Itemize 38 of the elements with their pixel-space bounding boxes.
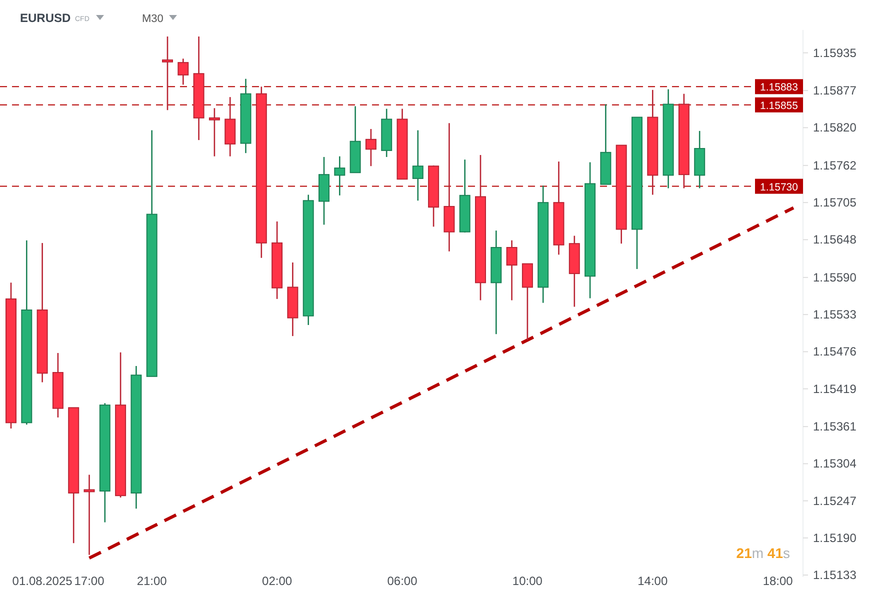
candlestick	[208, 107, 220, 157]
y-tick-label: 1.15648	[813, 232, 857, 247]
x-tick-label: 02:00	[262, 574, 292, 588]
candlestick	[334, 156, 346, 196]
y-tick-label: 1.15877	[813, 84, 857, 98]
y-tick-label: 1.15590	[813, 270, 857, 284]
annotation: 21m 41s	[736, 545, 790, 561]
y-tick-label: 1.15361	[813, 420, 857, 434]
x-tick-label: 10:00	[512, 574, 543, 588]
y-tick-label: 1.15190	[813, 530, 857, 545]
y-tick-label: 1.15247	[813, 494, 857, 508]
ref-line-label: 1.15883	[760, 82, 798, 94]
candlestick	[162, 36, 173, 111]
y-tick-label: 1.15419	[813, 382, 857, 396]
candlestick	[178, 58, 189, 86]
y-tick-label: 1.15476	[813, 344, 857, 359]
candlestick	[365, 128, 376, 167]
y-tick-label: 1.15762	[813, 158, 857, 172]
text: M30	[142, 13, 164, 25]
candlestick	[506, 240, 518, 301]
y-tick-label: 1.15133	[813, 568, 857, 582]
y-tick-label: 1.15533	[813, 308, 857, 322]
ref-line-label: 1.15730	[760, 181, 798, 194]
x-tick-label: 17:00	[74, 574, 105, 588]
x-tick-label: 14:00	[638, 574, 668, 588]
candlestick	[522, 263, 533, 341]
y-tick-label: 1.15304	[813, 456, 857, 471]
candlestick	[84, 474, 95, 556]
x-tick-label: 01.08.2025	[12, 574, 73, 588]
x-tick-label: 06:00	[387, 574, 418, 588]
y-tick-label: 1.15705	[813, 196, 857, 210]
chart-title: EURUSD	[20, 11, 72, 25]
ref-line-label: 1.15855	[760, 100, 798, 112]
y-tick-label: 1.15935	[813, 46, 857, 60]
x-tick-label: 18:00	[762, 574, 794, 588]
y-tick-label: 1.15820	[813, 120, 857, 135]
x-tick-label: 21:00	[136, 574, 168, 588]
candlestick	[412, 130, 424, 202]
